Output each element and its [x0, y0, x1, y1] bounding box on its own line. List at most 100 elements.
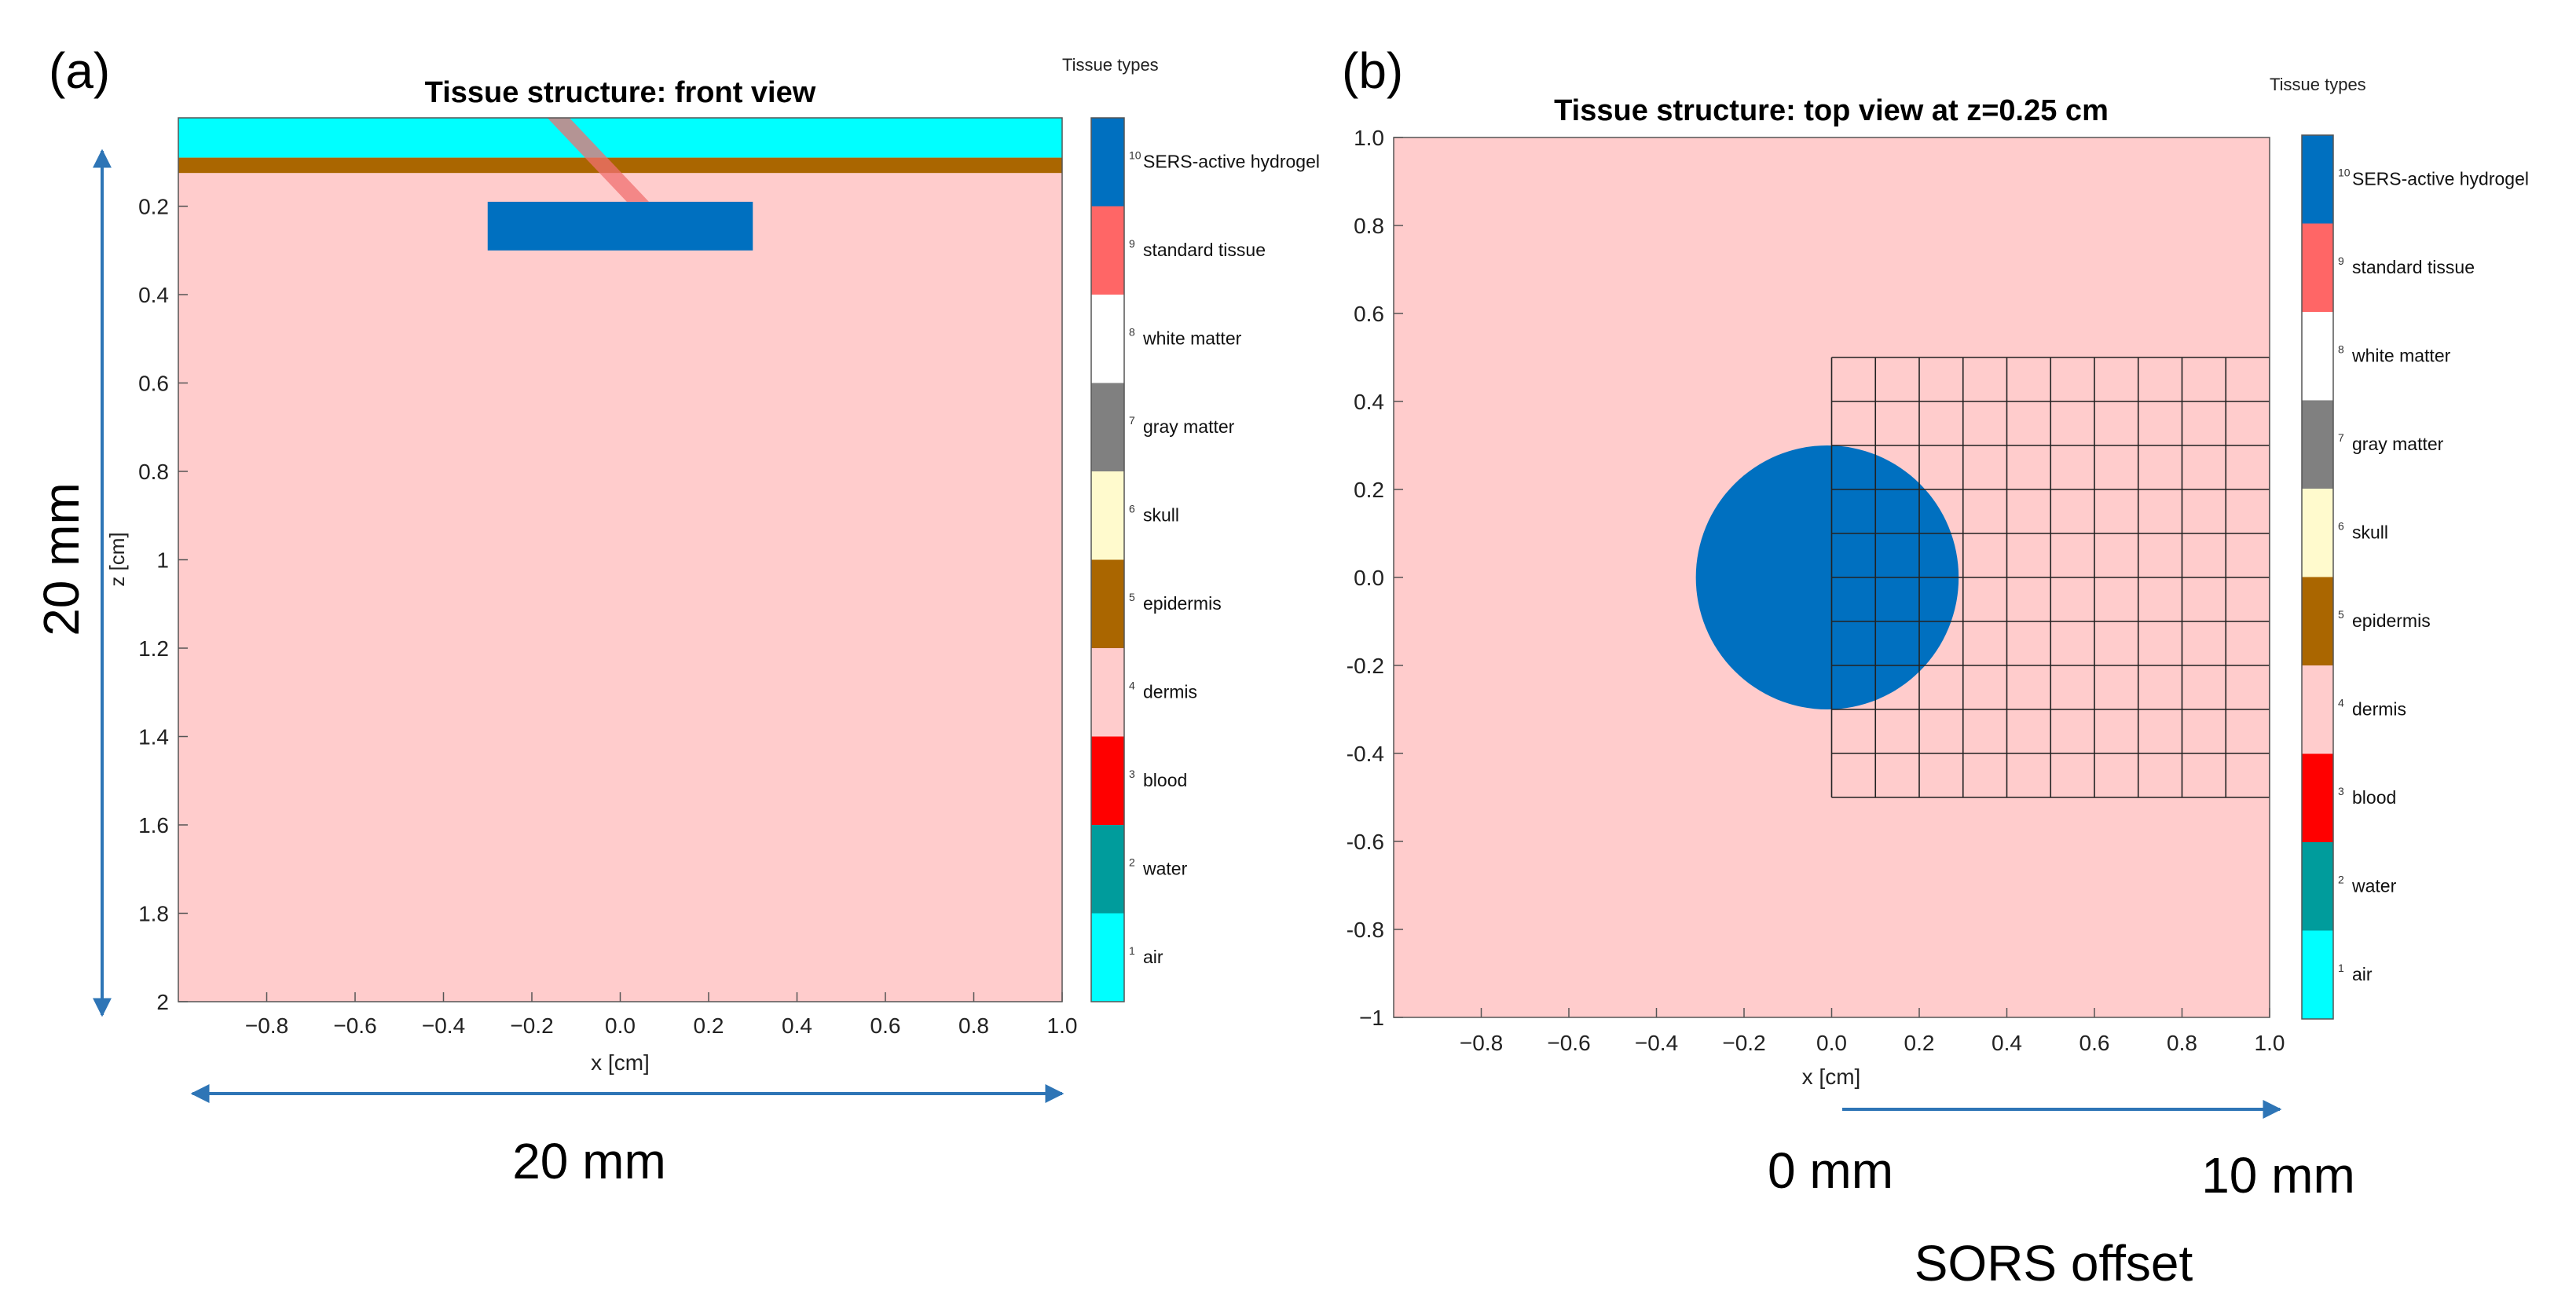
colorbar-label: epidermis	[2352, 610, 2431, 631]
colorbar-index: 8	[1129, 325, 1135, 338]
colorbar-swatch-white-matter	[1091, 295, 1124, 383]
colorbar-swatch-air	[2302, 930, 2333, 1020]
laser-beam	[547, 118, 650, 202]
height-20mm-annotation: 20 mm	[33, 482, 90, 636]
colorbar-swatch-epidermis	[2302, 577, 2333, 666]
colorbar-index: 1	[1129, 944, 1135, 957]
colorbar-swatch-water	[1091, 825, 1124, 914]
y-tick-label: 1	[156, 548, 169, 573]
colorbar-index: 9	[2338, 255, 2344, 267]
y-tick-label: -0.2	[1347, 654, 1384, 678]
colorbar-index: 7	[1129, 414, 1135, 427]
x-tick-label: 0.8	[958, 1013, 989, 1038]
colorbar-swatch-epidermis	[1091, 559, 1124, 649]
panel-b-letter: (b)	[1342, 42, 1403, 99]
x-tick-label: 0.0	[605, 1013, 636, 1038]
x-tick-label: 0.0	[1816, 1031, 1847, 1055]
colorbar-index: 10	[2338, 166, 2351, 178]
colorbar-swatch-standard-tissue	[2302, 223, 2333, 313]
colorbar-label: SERS-active hydrogel	[1143, 151, 1320, 171]
chart-b-title: Tissue structure: top view at z=0.25 cm	[1554, 94, 2109, 127]
y-tick-label: -0.4	[1347, 742, 1384, 766]
colorbar-label: dermis	[1143, 681, 1197, 702]
chart-b-x-label: x [cm]	[1802, 1065, 1861, 1089]
chart-a-title: Tissue structure: front view	[425, 76, 816, 109]
colorbar-label: gray matter	[1143, 416, 1235, 437]
y-tick-label: -0.6	[1347, 830, 1384, 854]
chart-a-x-axis: −0.8 −0.6 −0.4 −0.2 0.0 0.2 0.4 0.6 0.8 1.0	[245, 992, 1078, 1038]
colorbar-index: 6	[1129, 502, 1135, 515]
panel-a: (a) Tissue structure: front view −0.8 −0.…	[33, 42, 1320, 1189]
hydrogel-disc	[1695, 445, 1959, 709]
colorbar-label: water	[1142, 858, 1188, 878]
colorbar-swatch-hydrogel	[2302, 135, 2333, 224]
x-tick-label: 0.4	[1992, 1031, 2022, 1055]
colorbar-swatch-blood	[2302, 753, 2333, 843]
colorbar-index: 5	[2338, 608, 2344, 621]
colorbar-index: 3	[2338, 785, 2344, 797]
sors-offset-end: 10 mm	[2201, 1147, 2355, 1204]
x-tick-label: 0.4	[782, 1013, 812, 1038]
colorbar-index: 8	[2338, 343, 2344, 355]
x-tick-label: −0.4	[422, 1013, 465, 1038]
colorbar-swatch-dermis	[2302, 665, 2333, 754]
colorbar-swatch-water	[2302, 842, 2333, 931]
x-tick-label: 0.2	[1904, 1031, 1935, 1055]
colorbar-label: epidermis	[1143, 593, 1222, 614]
colorbar-index: 4	[2338, 696, 2344, 709]
colorbar-label: white matter	[1142, 328, 1242, 348]
y-tick-label: 0.8	[1354, 214, 1384, 238]
colorbar-swatch-dermis	[1091, 648, 1124, 737]
y-tick-label: 1.2	[138, 636, 169, 661]
y-tick-label: 1.4	[138, 725, 169, 749]
x-tick-label: 1.0	[2255, 1031, 2285, 1055]
chart-a-y-label: z [cm]	[105, 532, 129, 586]
colorbar-label: white matter	[2351, 345, 2451, 365]
colorbar-label: water	[2351, 875, 2397, 896]
x-tick-label: 0.6	[2079, 1031, 2110, 1055]
colorbar-label: skull	[2352, 522, 2388, 542]
colorbar-label: SERS-active hydrogel	[2352, 168, 2529, 189]
colorbar-index: 5	[1129, 591, 1135, 603]
region-dermis	[178, 173, 1062, 1002]
panel-a-letter: (a)	[49, 42, 110, 99]
y-tick-label: 0.0	[1354, 566, 1384, 590]
chart-a-x-label: x [cm]	[591, 1050, 650, 1075]
colorbar-index: 4	[1129, 679, 1135, 691]
colorbar-label: blood	[2352, 787, 2396, 808]
y-tick-label: 0.4	[1354, 390, 1384, 414]
x-tick-label: −0.8	[1460, 1031, 1503, 1055]
colorbar-index: 2	[2338, 873, 2344, 885]
colorbar-frame	[1090, 117, 1125, 1002]
panel-b: (b) Tissue structure: top view at z=0.25…	[1342, 42, 2529, 1292]
x-tick-label: −0.4	[1635, 1031, 1678, 1055]
x-tick-label: 0.6	[870, 1013, 901, 1038]
colorbar-frame	[2301, 134, 2334, 1020]
chart-a-colorbar-title: Tissue types	[1062, 55, 1159, 75]
x-tick-label: −0.2	[1722, 1031, 1765, 1055]
y-tick-label: 1.6	[138, 813, 169, 837]
chart-b-x-axis: −0.8 −0.6 −0.4 −0.2 0.0 0.2 0.4 0.6 0.8 1.0	[1460, 1008, 2285, 1055]
chart-a-plot-area	[178, 118, 1062, 1002]
x-tick-label: −0.2	[510, 1013, 553, 1038]
colorbar-label: standard tissue	[1143, 240, 1266, 260]
x-tick-label: 1.0	[1047, 1013, 1078, 1038]
chart-b-colorbar-title: Tissue types	[2270, 75, 2366, 94]
y-tick-label: 0.4	[138, 283, 169, 307]
colorbar-swatch-hydrogel	[1091, 118, 1124, 207]
chart-b-y-axis: −1 -0.8 -0.6 -0.4 -0.2 0.0 0.2 0.4 0.6 0.8 1.0	[1347, 126, 1403, 1030]
colorbar-swatch-gray-matter	[2302, 400, 2333, 489]
colorbar-label: standard tissue	[2352, 257, 2475, 277]
colorbar-swatch-gray-matter	[1091, 383, 1124, 472]
y-tick-label: 0.8	[138, 460, 169, 484]
y-tick-label: 0.6	[138, 372, 169, 396]
sors-offset-start: 0 mm	[1768, 1142, 1893, 1199]
region-epidermis	[178, 157, 1062, 174]
colorbar-swatch-air	[1091, 913, 1124, 1002]
chart-a-y-axis: 0.2 0.4 0.6 0.8 1 1.2 1.4 1.6 1.8 2	[138, 195, 188, 1014]
colorbar-swatch-blood	[1091, 736, 1124, 826]
y-tick-label: 0.6	[1354, 302, 1384, 326]
